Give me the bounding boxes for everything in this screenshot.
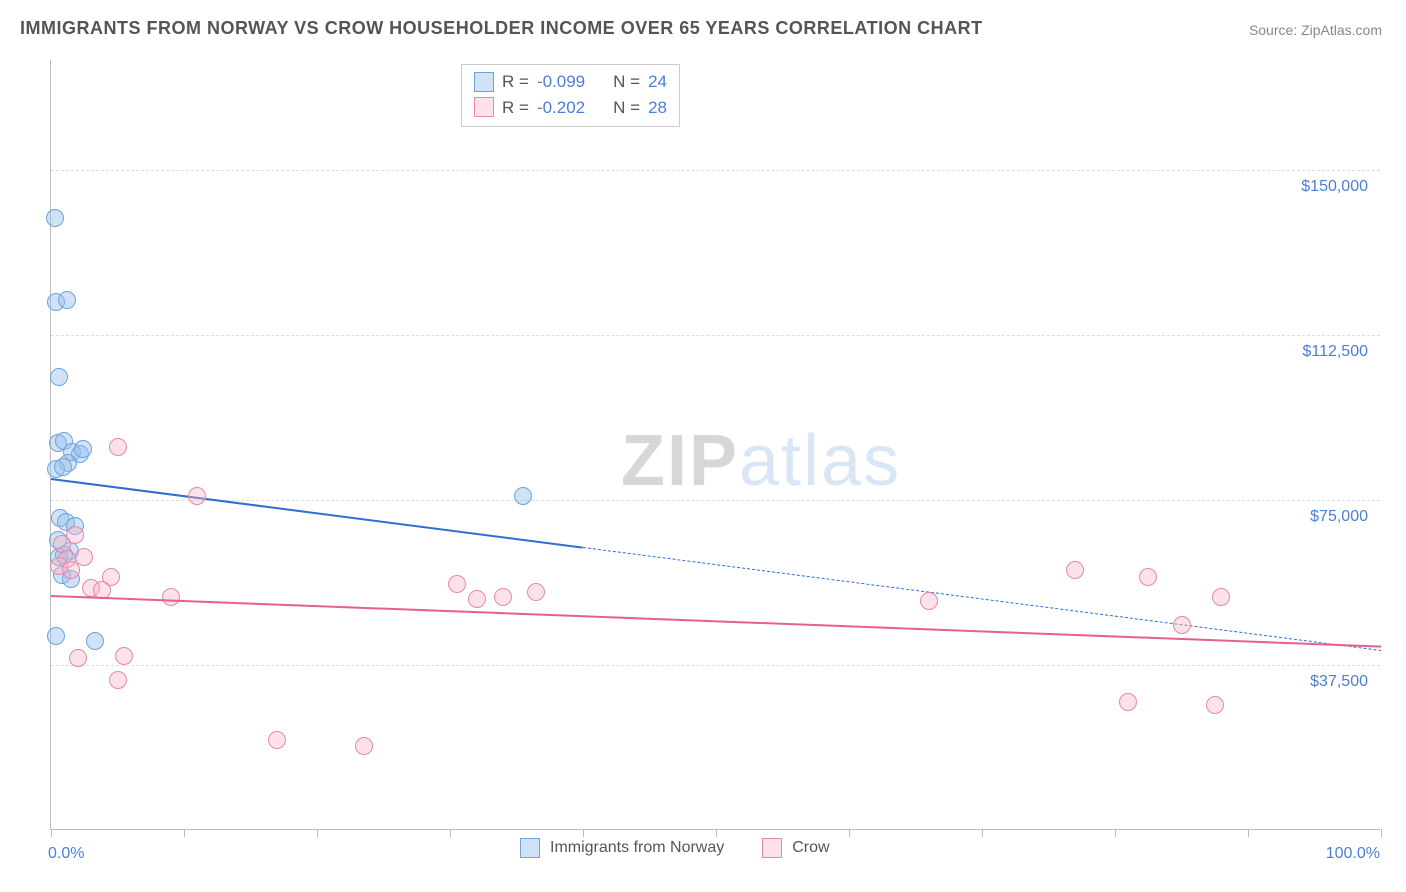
x-tick [1115, 829, 1116, 837]
data-point [115, 647, 133, 665]
data-point [74, 440, 92, 458]
x-tick [1248, 829, 1249, 837]
x-tick [849, 829, 850, 837]
gridline [51, 335, 1380, 336]
data-point [109, 671, 127, 689]
data-point [355, 737, 373, 755]
data-point [47, 627, 65, 645]
watermark-atlas: atlas [739, 421, 901, 501]
x-tick [982, 829, 983, 837]
legend-row: R = -0.099 N = 24 [474, 69, 667, 95]
data-point [1173, 616, 1191, 634]
gridline [51, 665, 1380, 666]
x-tick [317, 829, 318, 837]
data-point [514, 487, 532, 505]
correlation-legend: R = -0.099 N = 24 R = -0.202 N = 28 [461, 64, 680, 127]
y-tick-label: $150,000 [1301, 178, 1368, 196]
y-tick-label: $75,000 [1310, 508, 1368, 526]
source-citation: Source: ZipAtlas.com [1249, 22, 1382, 38]
legend-series-label: Crow [792, 839, 829, 857]
legend-n-label: N = [613, 69, 640, 95]
legend-row: R = -0.202 N = 28 [474, 95, 667, 121]
x-axis-min-label: 0.0% [48, 845, 84, 863]
data-point [69, 649, 87, 667]
x-tick [1381, 829, 1382, 837]
source-prefix: Source: [1249, 22, 1301, 38]
x-axis-max-label: 100.0% [1326, 845, 1380, 863]
legend-r-label: R = [502, 69, 529, 95]
data-point [1066, 561, 1084, 579]
x-tick [583, 829, 584, 837]
data-point [494, 588, 512, 606]
legend-swatch-icon [474, 97, 494, 117]
data-point [1139, 568, 1157, 586]
legend-r-label: R = [502, 95, 529, 121]
data-point [1206, 696, 1224, 714]
data-point [58, 291, 76, 309]
trend-line [51, 478, 583, 549]
data-point [448, 575, 466, 593]
data-point [527, 583, 545, 601]
gridline [51, 500, 1380, 501]
chart-title: IMMIGRANTS FROM NORWAY VS CROW HOUSEHOLD… [20, 18, 983, 39]
watermark: ZIPatlas [621, 420, 901, 502]
data-point [75, 548, 93, 566]
watermark-zip: ZIP [621, 421, 739, 501]
legend-r-value: -0.202 [537, 95, 585, 121]
source-name: ZipAtlas.com [1301, 22, 1382, 38]
x-tick [450, 829, 451, 837]
x-tick [716, 829, 717, 837]
data-point [50, 368, 68, 386]
chart-container: IMMIGRANTS FROM NORWAY VS CROW HOUSEHOLD… [0, 0, 1406, 892]
data-point [109, 438, 127, 456]
data-point [920, 592, 938, 610]
gridline [51, 170, 1380, 171]
data-point [54, 458, 72, 476]
trend-line-extrapolated [583, 547, 1381, 651]
data-point [1119, 693, 1137, 711]
x-tick [184, 829, 185, 837]
legend-n-value: 24 [648, 69, 667, 95]
legend-swatch-icon [474, 72, 494, 92]
y-tick-label: $112,500 [1302, 343, 1368, 361]
data-point [86, 632, 104, 650]
data-point [162, 588, 180, 606]
data-point [468, 590, 486, 608]
data-point [62, 561, 80, 579]
x-tick [51, 829, 52, 837]
data-point [188, 487, 206, 505]
plot-area: ZIPatlas R = -0.099 N = 24 R = -0.202 N = 28 $3… [50, 60, 1380, 830]
data-point [268, 731, 286, 749]
legend-swatch-icon [762, 838, 782, 858]
data-point [1212, 588, 1230, 606]
legend-n-label: N = [613, 95, 640, 121]
legend-n-value: 28 [648, 95, 667, 121]
legend-series-label: Immigrants from Norway [550, 839, 724, 857]
y-tick-label: $37,500 [1310, 673, 1368, 691]
legend-swatch-icon [520, 838, 540, 858]
legend-r-value: -0.099 [537, 69, 585, 95]
series-legend: Immigrants from Norway Crow [520, 838, 858, 858]
data-point [46, 209, 64, 227]
